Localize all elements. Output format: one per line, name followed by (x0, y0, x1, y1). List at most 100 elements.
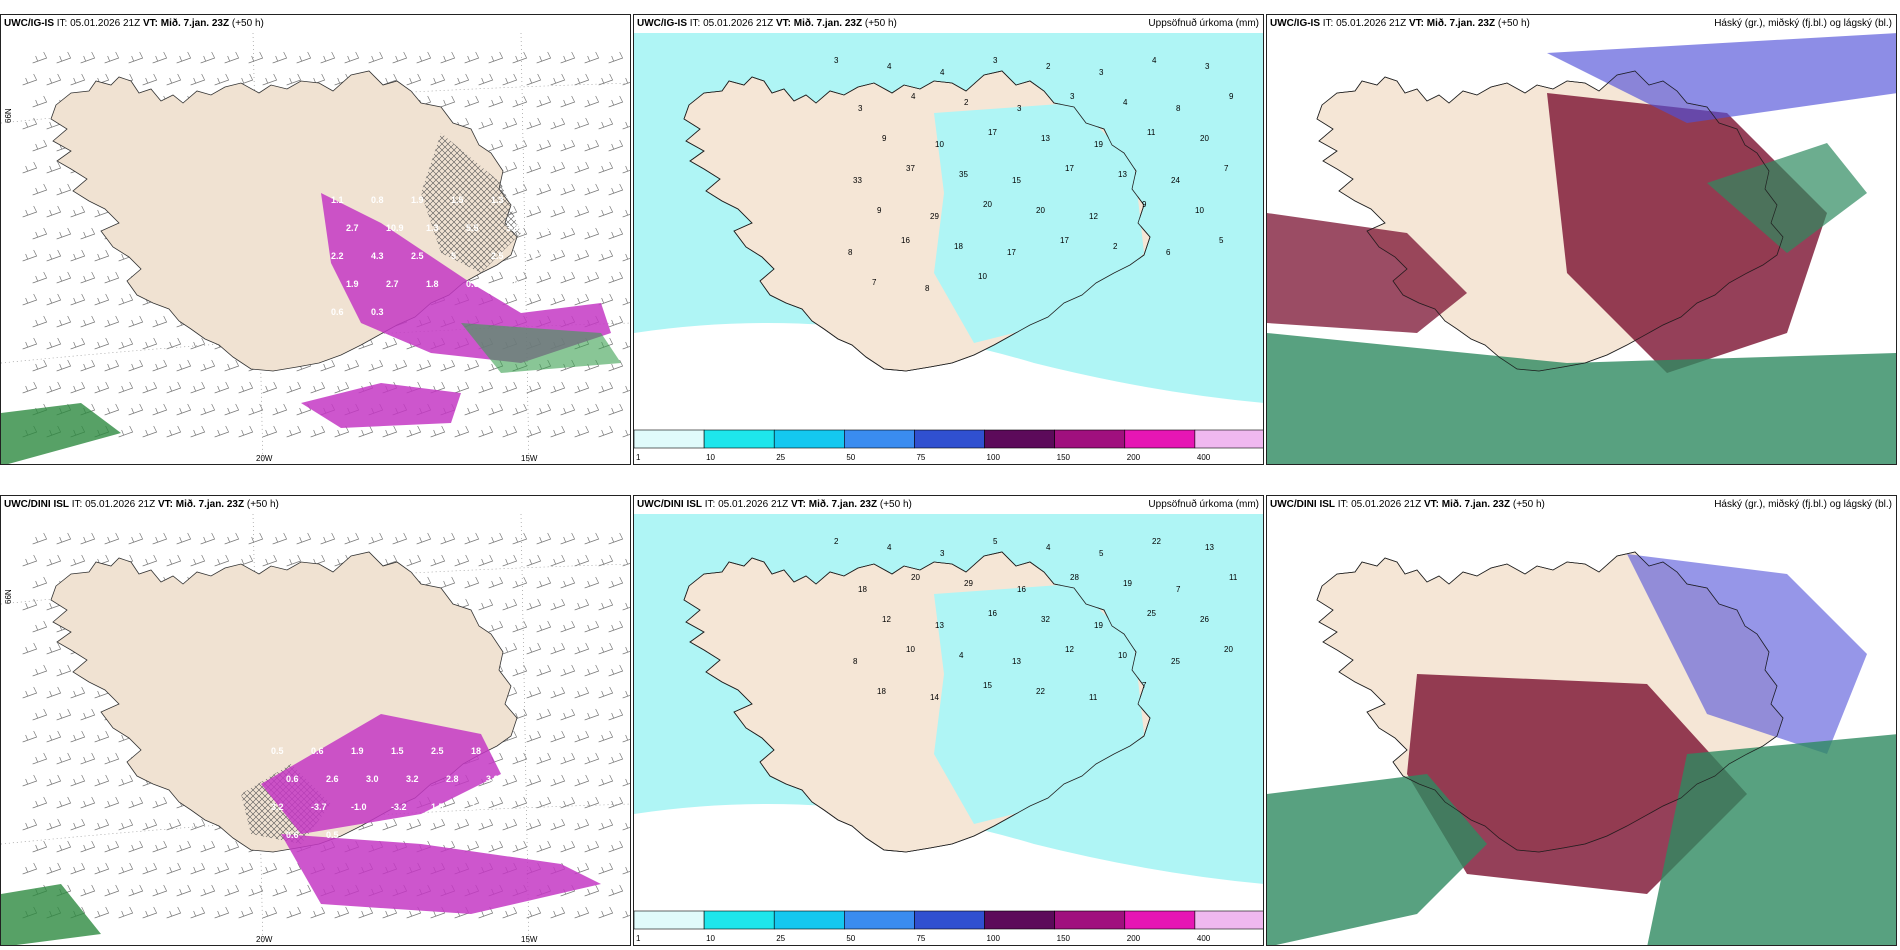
wind-barb (310, 381, 326, 394)
wind-barb (550, 117, 566, 130)
value-label: 0.8 (371, 195, 384, 205)
wind-barb (128, 315, 144, 328)
wind-barb (320, 532, 336, 545)
wind-barb (608, 884, 624, 897)
wind-barb (502, 73, 518, 86)
wind-barb (560, 227, 576, 240)
precip-colorbar: 1 10 25 50 75 100 150 200 400 (634, 910, 1263, 943)
wind-barb (22, 337, 38, 350)
wind-barb (94, 818, 110, 831)
iceland-outline (1316, 70, 1784, 372)
wind-barb (32, 359, 48, 372)
wind-barb (344, 359, 360, 372)
wind-barb (536, 403, 552, 416)
wind-barb (454, 425, 470, 438)
precip-number: 4 (911, 92, 916, 101)
wind-barb (584, 51, 600, 64)
wind-barb (32, 532, 48, 545)
high-cloud-area (1547, 93, 1827, 373)
wind-barb (512, 840, 528, 853)
wind-barb (584, 271, 600, 284)
wind-barb (200, 51, 216, 64)
precip-number: 16 (901, 236, 910, 245)
wind-barb (152, 359, 168, 372)
value-label: 2.6 (326, 774, 339, 784)
wind-barb (488, 532, 504, 545)
wind-barb (32, 796, 48, 809)
value-label: 3.8 (506, 223, 519, 233)
wind-barb (214, 862, 230, 875)
wind-barb (56, 227, 72, 240)
wind-barb (622, 77, 630, 86)
wind-barb (118, 337, 134, 350)
value-label: 0.5 (546, 279, 559, 289)
green-area (1, 403, 121, 464)
wind-barb (488, 139, 504, 152)
precip-number: 10 (1118, 651, 1127, 660)
precip-number: 2 (1046, 62, 1051, 71)
wind-barb (248, 51, 264, 64)
precip-number: 2 (834, 537, 839, 546)
wind-barb (574, 774, 590, 787)
wind-barb (478, 598, 494, 611)
wind-barb (526, 642, 542, 655)
precip-number: 20 (983, 200, 992, 209)
wind-barb (440, 359, 456, 372)
value-label: 5.5 (466, 223, 479, 233)
precip-number: 3 (1205, 62, 1210, 71)
wind-barb (574, 293, 590, 306)
wind-barb (104, 840, 120, 853)
precip-number: 13 (1012, 657, 1021, 666)
wind-barb (176, 51, 192, 64)
wind-barb (22, 774, 38, 787)
wind-barb (560, 796, 576, 809)
value-label: 3.2 (271, 802, 284, 812)
precip-number: 25 (1147, 609, 1156, 618)
colorbar-swatch (1054, 910, 1126, 930)
wind-barb (128, 51, 144, 64)
wind-barb (382, 818, 398, 831)
wind-barb (22, 642, 38, 655)
value-label: 0.6 (286, 774, 299, 784)
wind-barb (286, 381, 302, 394)
wind-barb (536, 576, 552, 589)
wind-barb (526, 205, 542, 218)
precip-number: 17 (1007, 248, 1016, 257)
wind-barb (56, 183, 72, 196)
wind-barb (94, 337, 110, 350)
wind-barb (502, 774, 518, 787)
wind-barb (94, 381, 110, 394)
wind-barb (94, 730, 110, 743)
wind-barb (214, 425, 230, 438)
wind-barb (536, 95, 552, 108)
precip-number: 17 (1065, 164, 1074, 173)
wind-barb (430, 818, 446, 831)
wind-barb (598, 249, 614, 262)
map-cloud-top (1267, 33, 1896, 464)
wind-barb (512, 403, 528, 416)
precip-number: 8 (848, 248, 853, 257)
wind-barb (176, 840, 192, 853)
wind-barb (454, 818, 470, 831)
wind-barb (152, 51, 168, 64)
wind-barb (56, 708, 72, 721)
value-label: 3.0 (486, 774, 499, 784)
wind-barb (56, 51, 72, 64)
wind-barb (176, 532, 192, 545)
wind-barb (94, 293, 110, 306)
wind-barb (22, 205, 38, 218)
wind-barb (598, 686, 614, 699)
wind-barb (502, 818, 518, 831)
wind-barb (574, 381, 590, 394)
wind-barb (46, 161, 62, 174)
wind-barb (440, 95, 456, 108)
wind-barb (560, 752, 576, 765)
wind-barb (598, 642, 614, 655)
wind-barb (22, 862, 38, 875)
wind-barb (94, 906, 110, 919)
wind-barb (464, 95, 480, 108)
wind-barb (488, 576, 504, 589)
value-label: 2.8 (546, 223, 559, 233)
wind-barb (368, 51, 384, 64)
wind-barb (608, 139, 624, 152)
